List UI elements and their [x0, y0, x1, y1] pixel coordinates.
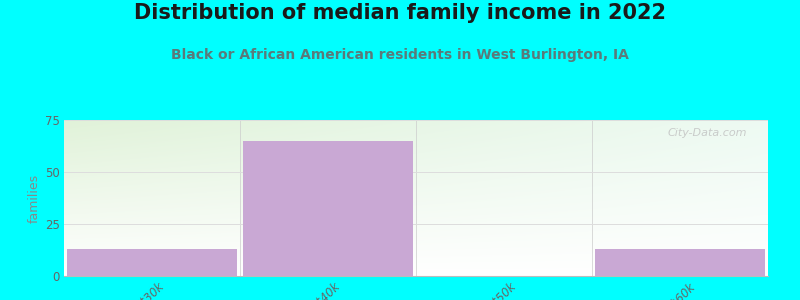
Text: Black or African American residents in West Burlington, IA: Black or African American residents in W… [171, 48, 629, 62]
Bar [594, 249, 766, 276]
Text: Distribution of median family income in 2022: Distribution of median family income in … [134, 3, 666, 23]
Y-axis label: families: families [28, 173, 41, 223]
Bar [242, 141, 414, 276]
Text: City-Data.com: City-Data.com [667, 128, 747, 138]
Bar [66, 249, 238, 276]
